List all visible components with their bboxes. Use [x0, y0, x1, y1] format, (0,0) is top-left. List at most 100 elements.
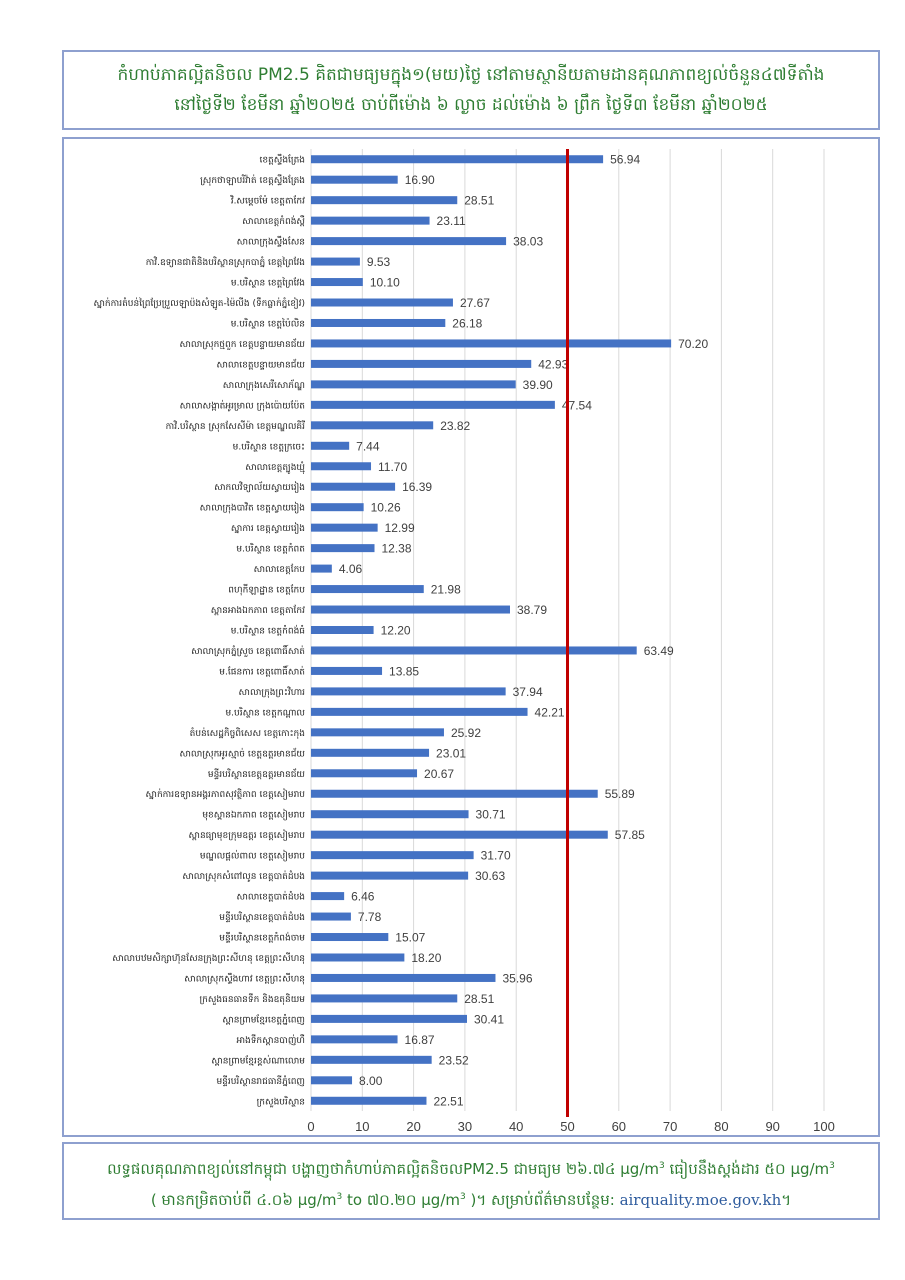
category-label: មន្ទីរបរិស្ថានខេត្តកំពង់ចាម: [219, 932, 305, 944]
bar: [311, 810, 469, 819]
value-label: 4.06: [339, 562, 363, 576]
summary-line-1: លទ្ធផលគុណភាពខ្យល់នៅកម្ពុជា បង្ហាញថាកំហាប…: [64, 1152, 878, 1183]
value-label: 7.44: [356, 439, 380, 453]
value-label: 9.53: [367, 255, 391, 269]
chart-title-box: កំហាប់ភាគល្អិតនិចល PM2.5 គិតជាមធ្យមក្នុង…: [62, 50, 880, 130]
category-label: មន្ទីរបរិស្ថានខេត្តឧត្តរមានជ័យ: [208, 768, 306, 780]
value-label: 18.20: [411, 951, 441, 965]
x-tick-label: 100: [813, 1119, 835, 1134]
value-label: 13.85: [389, 664, 419, 678]
bar: [311, 871, 469, 880]
value-label: 27.67: [460, 296, 490, 310]
bar: [311, 830, 608, 839]
summary-more-info: )។ សម្រាប់ព័ត៌មានបន្ថែម:: [465, 1191, 620, 1209]
value-label: 21.98: [431, 583, 461, 597]
bar: [311, 400, 555, 409]
bar: [311, 605, 510, 614]
value-label: 16.39: [402, 480, 432, 494]
bar: [311, 851, 474, 860]
bar: [311, 278, 363, 287]
category-label: ម.ផែនការ ខេត្តពោធិ៍សាត់: [219, 664, 305, 677]
value-label: 10.10: [370, 276, 400, 290]
value-label: 12.20: [381, 624, 411, 638]
value-label: 30.41: [474, 1012, 504, 1026]
category-label: មន្ទីរបរិស្ថានខេត្តបាត់ដំបង: [219, 911, 305, 923]
category-label: មន្ទីរបរិស្ថានរាជធានីភ្នំពេញ: [216, 1075, 305, 1087]
category-label: សាលាក្រុងបាវិត ខេត្តស្វាយរៀង: [200, 502, 305, 514]
category-label: ពហុកីឡាដ្ឋាន ខេត្តកែប: [228, 584, 305, 596]
bar: [311, 503, 364, 512]
bar: [311, 933, 389, 942]
category-label: មណ្ឌលផ្តល់ពាល ខេត្តសៀមរាប: [200, 850, 305, 862]
category-label: ខេត្តស្ទឹងត្រែង: [259, 154, 305, 166]
value-label: 38.79: [517, 603, 547, 617]
category-label: សាលាក្រុងស្ទឹងសែន: [237, 236, 305, 248]
value-label: 25.92: [451, 726, 481, 740]
x-tick-label: 50: [560, 1119, 574, 1134]
value-label: 30.63: [475, 869, 505, 883]
bar: [311, 912, 351, 921]
value-label: 57.85: [615, 828, 645, 842]
bar-chart: 0 10 20 30 40 50 60 70 80 90 100 ខេត្តស្ទឹងត្រែង 56.…: [94, 149, 835, 1134]
value-label: 22.51: [433, 1094, 463, 1108]
x-tick-label: 0: [307, 1119, 314, 1134]
bar: [311, 892, 345, 901]
value-label: 20.67: [424, 767, 454, 781]
category-label: វិ.សម្តេចម៉ែ ខេត្តតាកែវ: [230, 195, 306, 207]
unit-superscript: 3: [659, 1161, 665, 1171]
bar: [311, 175, 398, 184]
summary-line-2: ( មានកម្រិតចាប់ពី ៤.០៦ µg/m3 to ៧០.២០ µg…: [64, 1183, 878, 1214]
category-label: សាលាខេត្តបាត់ដំបង: [236, 891, 305, 903]
value-label: 31.70: [481, 849, 511, 863]
value-label: 63.49: [644, 644, 674, 658]
x-tick-label: 60: [612, 1119, 626, 1134]
category-label: សាលាខេត្តបន្ទាយមានជ័យ: [216, 358, 305, 370]
bar: [311, 1035, 398, 1044]
category-label: ម.បរិស្ថាន ខេត្តកណ្តាល: [225, 706, 305, 718]
category-label: សាលាក្រុងព្រះវិហារ: [239, 686, 306, 698]
category-label: កាវិ.ឧទ្យានជាតិនិងបរិស្ថានស្រុកបាភ្នំ ខេ…: [146, 256, 305, 268]
value-label: 12.38: [382, 542, 412, 556]
category-label: សាលាស្រុកសំពៅលូន ខេត្តបាត់ដំបង: [182, 870, 305, 882]
bar: [311, 973, 496, 982]
x-tick-label: 70: [663, 1119, 677, 1134]
value-label: 38.03: [513, 235, 543, 249]
bar: [311, 298, 453, 307]
title-line-2: នៅថ្ងៃទី២ ខែមីនា ឆ្នាំ២០២៥ ចាប់ពីម៉ោង ៦ …: [174, 95, 768, 115]
bar: [311, 257, 360, 266]
category-label: សាលាសង្កាត់អូរម្រាល ក្រុងប៉ោយប៉ែត: [180, 399, 306, 411]
category-label: តំបន់សេដ្ឋកិច្ចពិសេស ខេត្តកោះកុង: [190, 727, 305, 739]
value-label: 12.99: [385, 521, 415, 535]
category-label: ម.បរិស្ថាន ខេត្តកំពង់ធំ: [231, 625, 306, 637]
value-label: 15.07: [395, 931, 425, 945]
summary-range-start: ( មានកម្រិតចាប់ពី ៤.០៦ µg/m: [150, 1191, 337, 1209]
bar: [311, 339, 672, 348]
airquality-link[interactable]: airquality.moe.gov.kh: [619, 1191, 782, 1209]
value-label: 23.82: [440, 419, 470, 433]
unit-superscript: 3: [829, 1161, 835, 1171]
bar: [311, 196, 458, 205]
category-label: មុខស្ពានឯកភាព ខេត្តសៀមរាប: [202, 809, 305, 821]
x-tick-label: 20: [406, 1119, 420, 1134]
bar: [311, 318, 446, 327]
value-label: 28.51: [464, 992, 494, 1006]
category-label: ម.បរិស្ថាន ខេត្តប៉ៃលិន: [231, 317, 305, 329]
category-label: ស្នាការ ខេត្តស្វាយរៀង: [231, 522, 305, 534]
value-label: 47.54: [562, 398, 592, 412]
bar: [311, 564, 332, 573]
bar: [311, 953, 405, 962]
category-label: ស្ពានព្រាមខ្មែរខេត្តភ្នំពេញ: [222, 1013, 305, 1025]
summary-text-1: លទ្ធផលគុណភាពខ្យល់នៅកម្ពុជា បង្ហាញថាកំហាប…: [107, 1160, 659, 1178]
bar: [311, 1096, 427, 1105]
value-label: 23.52: [439, 1053, 469, 1067]
category-label: សាលាខេត្តកំពង់ស្ពឺ: [242, 215, 305, 227]
category-label: សាលាខេត្តកែប: [254, 563, 306, 575]
category-label: ស្នាក់ការឧទ្យានអង្គរភាពសុវត្ថិភាព ខេត្តស…: [146, 788, 306, 800]
value-label: 8.00: [359, 1074, 383, 1088]
category-label: សាលាស្រុកថ្មពួក ខេត្តបន្ទាយមានជ័យ: [179, 338, 305, 350]
category-label: សាលាស្រុកអូរស្មាច់ ខេត្តឧត្តរមានជ័យ: [179, 747, 305, 759]
bar: [311, 789, 598, 798]
value-label: 16.90: [405, 173, 435, 187]
x-tick-label: 40: [509, 1119, 523, 1134]
unit-superscript: 3: [336, 1192, 343, 1202]
